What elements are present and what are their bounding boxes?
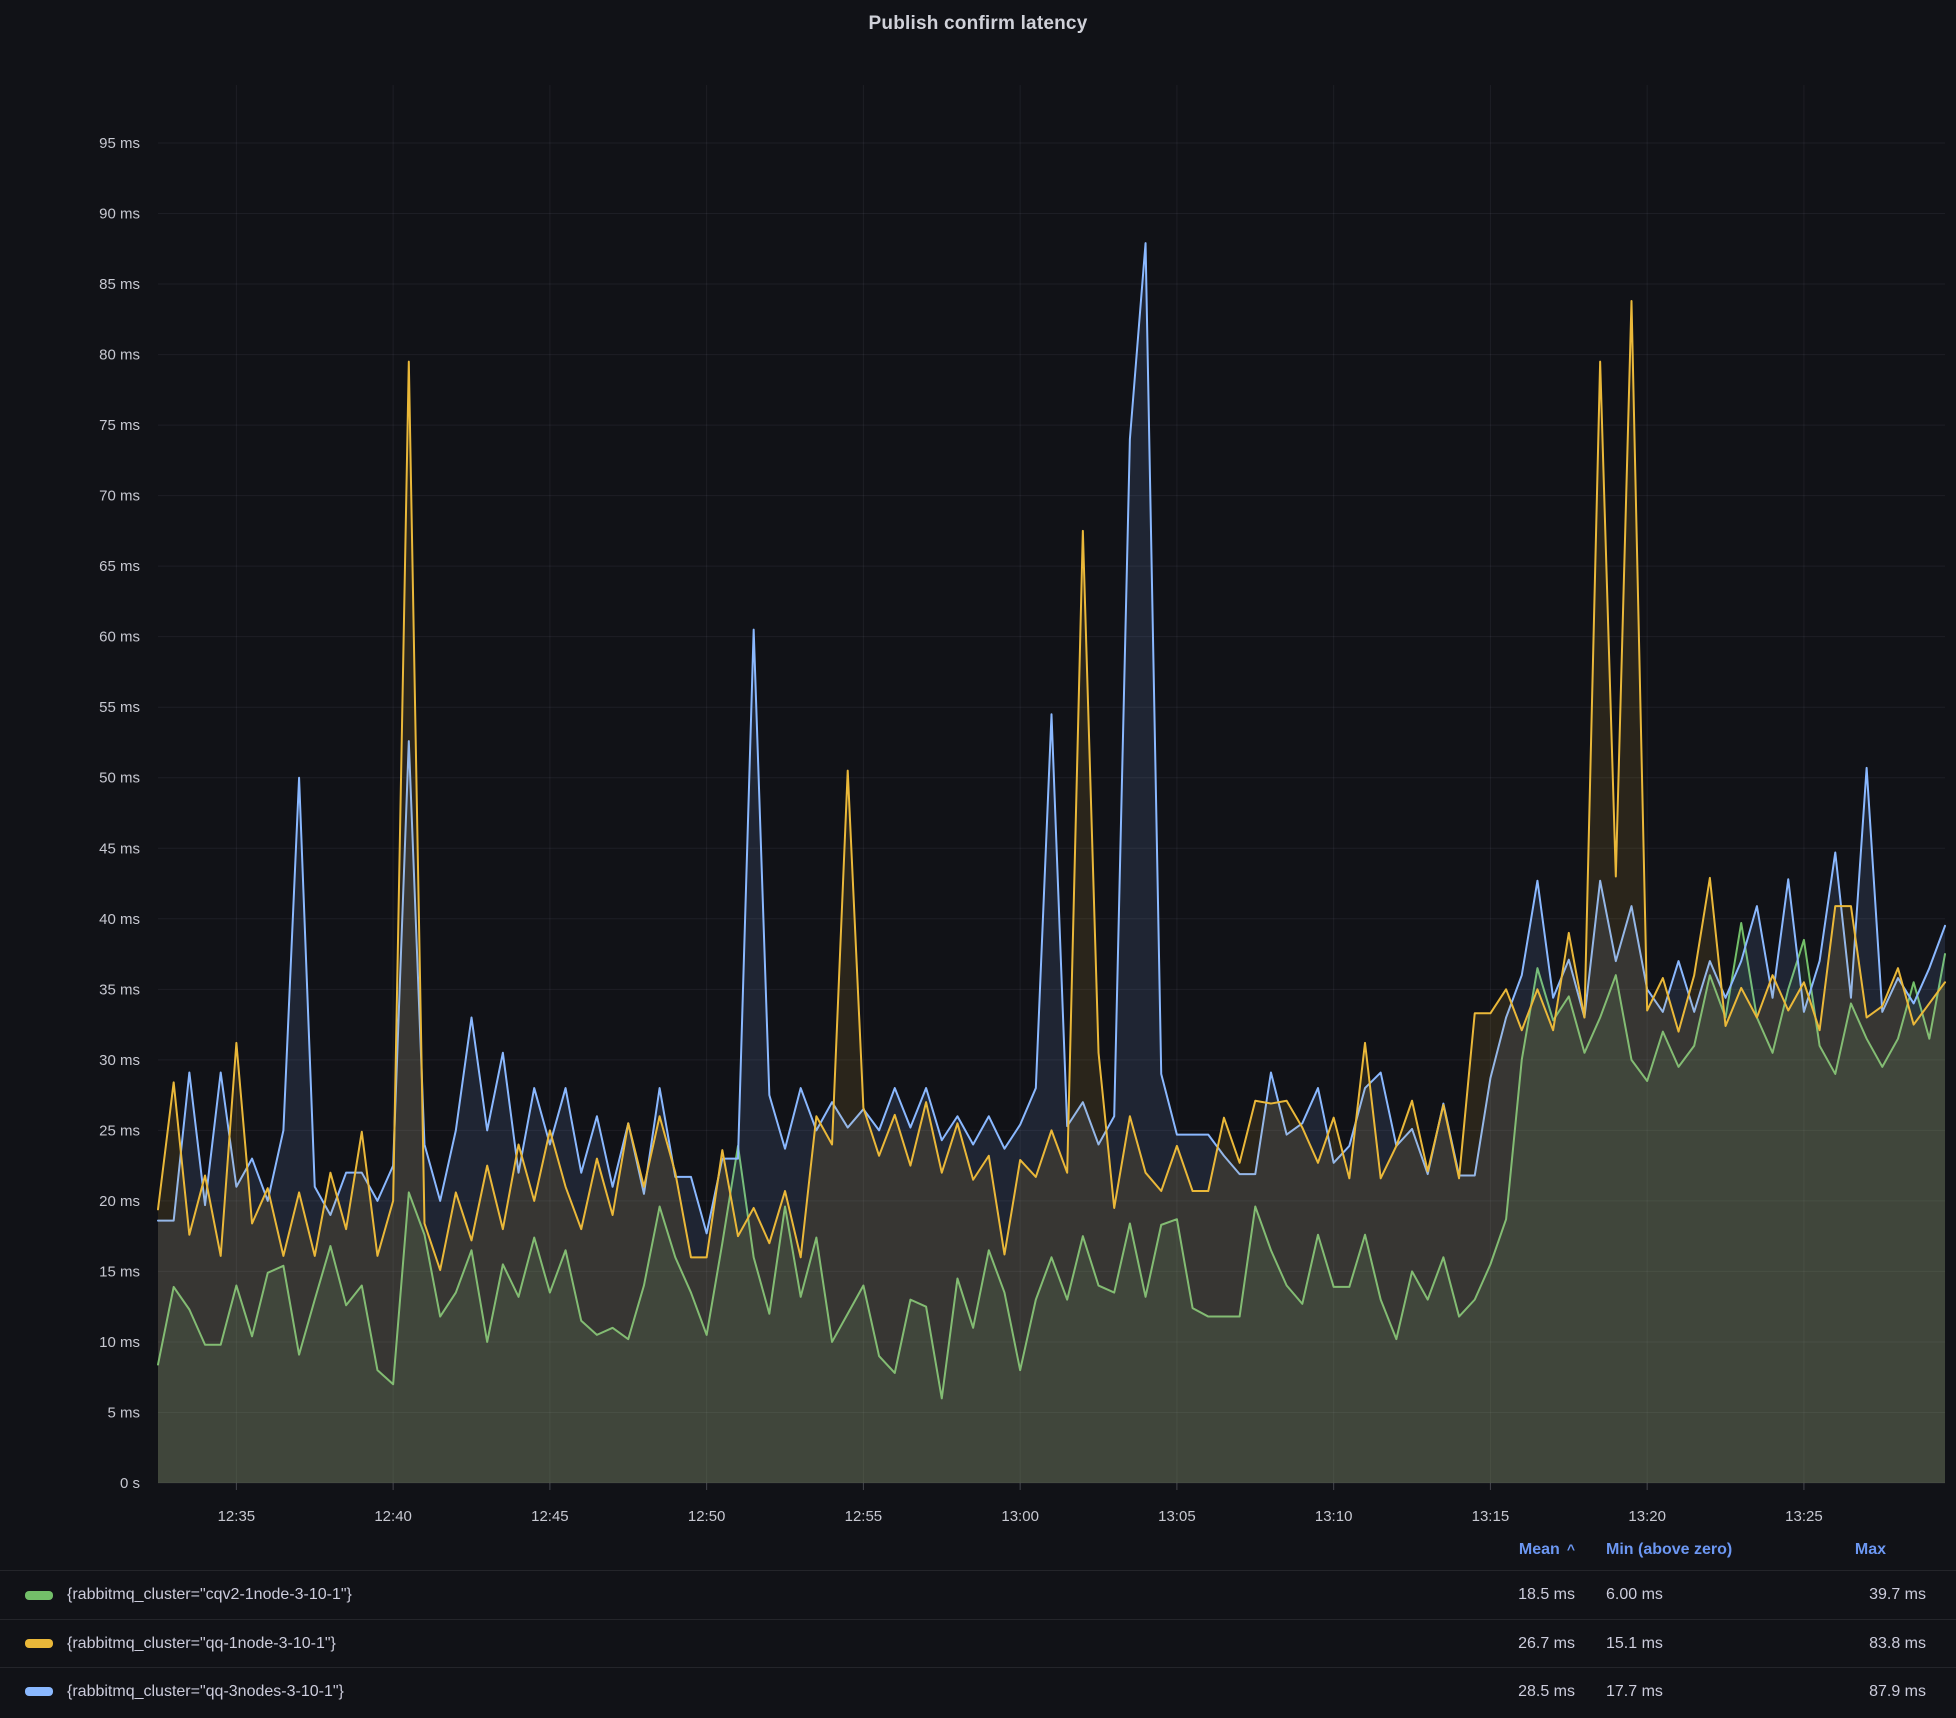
x-axis-label: 12:45 <box>531 1508 569 1525</box>
legend-row: {rabbitmq_cluster="qq-1node-3-10-1"} 26.7… <box>0 1619 1956 1667</box>
series-max-value: 87.9 ms <box>1869 1668 1926 1716</box>
x-axis-label: 13:05 <box>1158 1508 1196 1525</box>
x-axis-label: 12:50 <box>688 1508 726 1525</box>
y-axis-label: 95 ms <box>99 135 140 152</box>
y-axis-label: 65 ms <box>99 558 140 575</box>
x-axis-label: 13:25 <box>1785 1508 1823 1525</box>
series-mean-value: 26.7 ms <box>1518 1620 1575 1668</box>
legend-header-max[interactable]: Max <box>1855 1541 1886 1559</box>
legend-row: {rabbitmq_cluster="cqv2-1node-3-10-1"} 18… <box>0 1571 1956 1619</box>
x-axis-label: 12:40 <box>374 1508 412 1525</box>
x-axis-label: 12:55 <box>845 1508 883 1525</box>
legend-header-min[interactable]: Min (above zero) <box>1606 1541 1732 1559</box>
series-min-value: 6.00 ms <box>1606 1571 1663 1619</box>
y-axis-label: 0 s <box>120 1475 140 1492</box>
y-axis-label: 75 ms <box>99 417 140 434</box>
x-axis-label: 13:10 <box>1315 1508 1353 1525</box>
y-axis-label: 40 ms <box>99 911 140 928</box>
legend-rows: {rabbitmq_cluster="cqv2-1node-3-10-1"} 18… <box>0 1571 1956 1715</box>
y-axis-label: 55 ms <box>99 699 140 716</box>
series-label[interactable]: {rabbitmq_cluster="qq-3nodes-3-10-1"} <box>67 1683 344 1701</box>
legend-table: Mean ^ Min (above zero) Max {rabbitmq_clu… <box>0 1532 1956 1715</box>
series-mean-value: 28.5 ms <box>1518 1668 1575 1716</box>
y-axis-label: 50 ms <box>99 770 140 787</box>
legend-header: Mean ^ Min (above zero) Max <box>0 1532 1956 1571</box>
latency-chart[interactable]: 0 s 5 ms 10 ms 15 ms 20 ms 25 ms 30 ms 35 ms 40 … <box>0 0 1956 1530</box>
legend-header-mean[interactable]: Mean ^ <box>1519 1541 1575 1559</box>
series-label[interactable]: {rabbitmq_cluster="qq-1node-3-10-1"} <box>67 1635 336 1653</box>
y-axis-label: 35 ms <box>99 981 140 998</box>
y-axis-label: 70 ms <box>99 488 140 505</box>
series-mean-value: 18.5 ms <box>1518 1571 1575 1619</box>
y-axis-label: 80 ms <box>99 347 140 364</box>
y-axis-label: 10 ms <box>99 1334 140 1351</box>
series-color-swatch[interactable] <box>25 1639 53 1648</box>
x-axis-label: 13:20 <box>1628 1508 1666 1525</box>
y-axis-label: 45 ms <box>99 840 140 857</box>
y-axis-label: 15 ms <box>99 1263 140 1280</box>
y-axis-label: 20 ms <box>99 1193 140 1210</box>
series-max-value: 83.8 ms <box>1869 1620 1926 1668</box>
y-axis-label: 90 ms <box>99 206 140 223</box>
legend-row: {rabbitmq_cluster="qq-3nodes-3-10-1"} 28.… <box>0 1667 1956 1715</box>
series-min-value: 15.1 ms <box>1606 1620 1663 1668</box>
sort-ascending-icon: ^ <box>1567 1541 1575 1557</box>
series-label[interactable]: {rabbitmq_cluster="cqv2-1node-3-10-1"} <box>67 1586 352 1604</box>
mean-header-label: Mean <box>1519 1541 1560 1558</box>
series-color-swatch[interactable] <box>25 1591 53 1600</box>
x-axis-label: 12:35 <box>218 1508 256 1525</box>
series-min-value: 17.7 ms <box>1606 1668 1663 1716</box>
y-axis-label: 30 ms <box>99 1052 140 1069</box>
series-color-swatch[interactable] <box>25 1687 53 1696</box>
y-axis-label: 5 ms <box>107 1404 140 1421</box>
series-max-value: 39.7 ms <box>1869 1571 1926 1619</box>
x-axis-label: 13:15 <box>1472 1508 1510 1525</box>
x-axis-label: 13:00 <box>1001 1508 1039 1525</box>
y-axis-label: 25 ms <box>99 1122 140 1139</box>
y-axis-label: 60 ms <box>99 629 140 646</box>
y-axis-label: 85 ms <box>99 276 140 293</box>
